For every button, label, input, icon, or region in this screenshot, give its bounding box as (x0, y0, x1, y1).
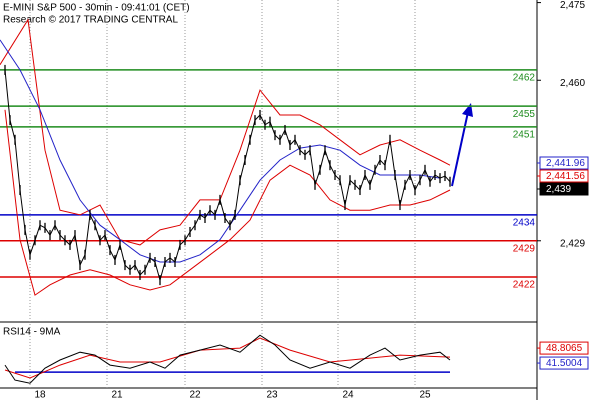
y-tick-label: 2,475 (560, 0, 585, 11)
level-label: 2451 (513, 130, 536, 141)
series-line (4, 337, 451, 379)
series-line (0, 39, 441, 263)
y-tick-label: 2,460 (560, 78, 585, 89)
level-label: 2462 (513, 73, 536, 84)
level-label: 2429 (513, 243, 536, 254)
x-tick-label: 21 (111, 390, 123, 400)
level-label: 2434 (513, 218, 536, 229)
level-label: 2455 (513, 109, 536, 120)
series-line (4, 334, 451, 384)
price-tag: 2,441.56 (546, 171, 585, 182)
arrow-shaft (451, 111, 469, 187)
series-line (4, 69, 451, 282)
chart-title: E-MINI S&P 500 - 30min - 09:41:01 (CET) (3, 3, 190, 14)
series-line (4, 109, 451, 296)
x-tick-label: 24 (342, 390, 354, 400)
x-tick-label: 18 (34, 390, 46, 400)
series-line (0, 18, 451, 246)
y-tick-label: 2,429 (560, 238, 585, 249)
x-tick-label: 23 (266, 390, 278, 400)
price-tag: 41.5004 (546, 358, 583, 369)
price-tag: 48.8065 (546, 343, 583, 354)
price-tag: 2,441.96 (546, 158, 585, 169)
x-tick-label: 25 (419, 390, 431, 400)
rsi-title: RSI14 - 9MA (3, 327, 61, 338)
chart-subtitle: Research © 2017 TRADING CENTRAL (3, 15, 178, 26)
x-tick-label: 22 (189, 390, 201, 400)
price-tag: 2,439 (546, 184, 571, 195)
level-label: 2422 (513, 280, 536, 291)
